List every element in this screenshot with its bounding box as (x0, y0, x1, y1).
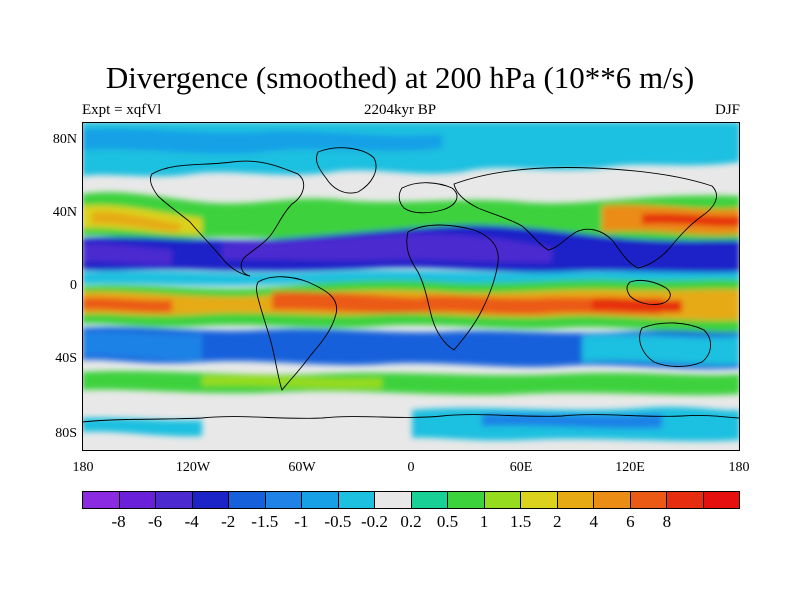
experiment-label: Expt = xqfVl (82, 102, 162, 118)
lon-label-0: 0 (407, 460, 415, 475)
coast-maritime-continent (626, 279, 671, 305)
colorbar-label: 8 (662, 512, 672, 531)
lat-label-80n: 80N (52, 132, 77, 147)
colorbar-label: -1.5 (251, 512, 279, 531)
colorbar-box (83, 492, 120, 508)
field-west-orange (82, 297, 172, 313)
coast-antarctica (82, 414, 740, 423)
colorbar-label: -4 (184, 512, 199, 531)
colorbar-label: -8 (111, 512, 126, 531)
colorbar-label: -0.5 (324, 512, 352, 531)
lon-label-180w: 180 (72, 460, 94, 475)
lat-label-40n: 40N (52, 205, 77, 220)
colorbar (82, 491, 740, 509)
lon-label-60e: 60E (509, 460, 533, 475)
colorbar-box (156, 492, 193, 508)
field-nh-green (82, 192, 740, 242)
coast-europe (398, 182, 458, 214)
divergence-map (82, 122, 740, 451)
colorbar-box (594, 492, 631, 508)
field-nh-orange (92, 211, 182, 232)
field-sh-green (82, 371, 740, 396)
lon-label-180e: 180 (728, 460, 750, 475)
colorbar-box (448, 492, 485, 508)
lon-label-60w: 60W (288, 460, 316, 475)
colorbar-label: 4 (589, 512, 599, 531)
map-frame (82, 122, 740, 451)
colorbar-box (375, 492, 412, 508)
field-pacific-red (642, 213, 740, 227)
field-sh-cyan (582, 334, 740, 365)
lat-label-eq: 0 (70, 278, 77, 293)
colorbar-label: 1 (479, 512, 489, 531)
field-arctic-light (82, 129, 442, 154)
colorbar-label: -1 (294, 512, 309, 531)
field-tropics-orange (272, 291, 422, 314)
field-maritime-red (592, 297, 682, 313)
colorbar-box (265, 492, 302, 508)
colorbar-box (302, 492, 339, 508)
coast-greenland (315, 147, 377, 194)
coast-asia (453, 167, 717, 269)
field-antarctic-blue-west (82, 417, 202, 437)
field-sh-lightblue (82, 331, 202, 361)
colorbar-label: -0.2 (360, 512, 388, 531)
colorbar-box (703, 492, 739, 508)
colorbar-label: 6 (626, 512, 635, 531)
colorbar-label: 2 (552, 512, 562, 531)
field-nh-blue-west (82, 243, 172, 265)
colorbar-box (338, 492, 375, 508)
colorbar-label: -2 (221, 512, 236, 531)
colorbar-box (484, 492, 521, 508)
colorbar-box (667, 492, 704, 508)
lat-label-80s: 80S (55, 426, 77, 441)
colorbar-box (521, 492, 558, 508)
coast-south-america (256, 276, 338, 391)
coastlines (82, 147, 740, 423)
colorbar-box (229, 492, 266, 508)
field-sh-blue (82, 327, 740, 369)
colorbar-box (192, 492, 229, 508)
field-antarctic-darkblue (482, 413, 662, 429)
colorbar-box (630, 492, 667, 508)
coast-africa (406, 224, 499, 351)
colorbar-label: 0.2 (400, 512, 422, 531)
field-nh-darkblue (222, 233, 552, 263)
colorbar-labels: -8 -6 -4 -2 -1.5 -1 -0.5 -0.2 0.2 0.5 1 1.5 2 4 6 8 (82, 512, 740, 532)
field-sh-yellowgreen (202, 375, 382, 389)
coast-australia (639, 322, 711, 367)
period-label: 2204kyr BP (363, 102, 437, 118)
colorbar-box (557, 492, 594, 508)
colorbar-label: -6 (148, 512, 163, 531)
colorbar-label: 0.5 (436, 512, 459, 531)
colorbar-box (411, 492, 448, 508)
lat-label-40s: 40S (55, 351, 77, 366)
coast-north-america (149, 160, 305, 277)
colorbar-label: 1.5 (510, 512, 532, 531)
lon-label-120w: 120W (175, 460, 211, 475)
figure-title: Divergence (smoothed) at 200 hPa (10**6 … (105, 60, 695, 95)
lon-label-120e: 120E (615, 460, 645, 475)
season-label: DJF (714, 102, 740, 118)
colorbar-box (119, 492, 156, 508)
